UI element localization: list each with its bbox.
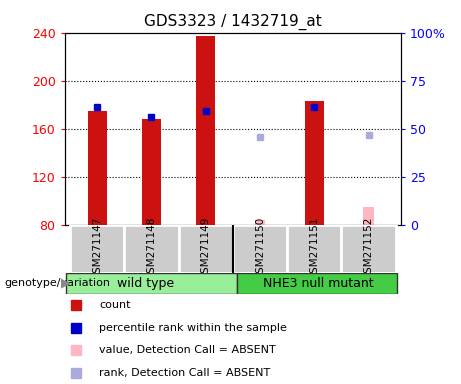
Title: GDS3323 / 1432719_at: GDS3323 / 1432719_at bbox=[144, 14, 322, 30]
Bar bbox=[88, 111, 106, 225]
Text: percentile rank within the sample: percentile rank within the sample bbox=[100, 323, 287, 333]
Bar bbox=[124, 225, 178, 273]
Text: value, Detection Call = ABSENT: value, Detection Call = ABSENT bbox=[100, 345, 276, 355]
Text: rank, Detection Call = ABSENT: rank, Detection Call = ABSENT bbox=[100, 368, 271, 378]
Text: NHE3 null mutant: NHE3 null mutant bbox=[263, 277, 373, 290]
Text: genotype/variation: genotype/variation bbox=[5, 278, 111, 288]
Text: GSM271147: GSM271147 bbox=[92, 217, 102, 280]
Bar bbox=[255, 220, 265, 225]
Text: GSM271150: GSM271150 bbox=[255, 217, 265, 280]
Text: GSM271151: GSM271151 bbox=[309, 217, 319, 280]
Text: count: count bbox=[100, 300, 131, 310]
Text: ▶: ▶ bbox=[61, 277, 71, 290]
Bar bbox=[341, 225, 396, 273]
Bar bbox=[65, 273, 237, 294]
Text: GSM271149: GSM271149 bbox=[201, 217, 211, 280]
Bar bbox=[178, 225, 233, 273]
Bar bbox=[305, 101, 324, 225]
Text: wild type: wild type bbox=[118, 277, 175, 290]
Bar bbox=[142, 119, 161, 225]
Text: GSM271148: GSM271148 bbox=[147, 217, 156, 280]
Bar bbox=[363, 207, 374, 225]
Bar bbox=[237, 273, 397, 294]
Text: GSM271152: GSM271152 bbox=[364, 217, 373, 280]
Bar bbox=[70, 225, 124, 273]
Bar bbox=[287, 225, 341, 273]
Bar bbox=[233, 225, 287, 273]
Bar bbox=[196, 36, 215, 225]
